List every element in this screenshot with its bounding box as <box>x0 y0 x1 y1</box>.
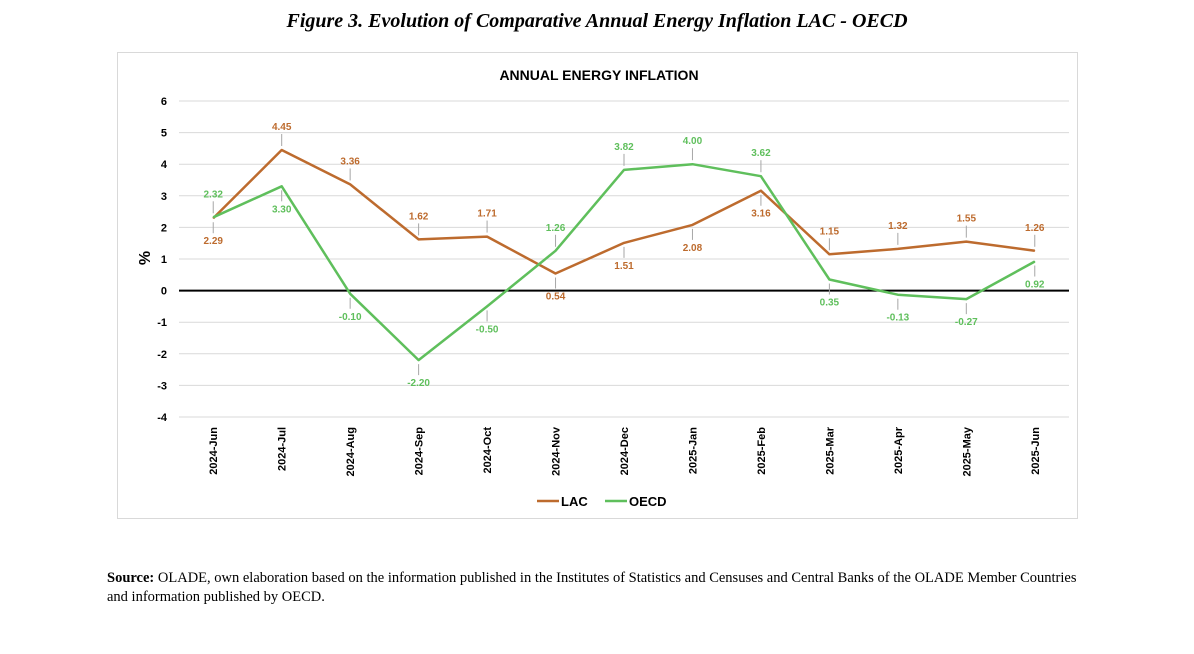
y-tick-label: -3 <box>157 380 167 392</box>
data-point <box>691 224 693 226</box>
data-label: 1.26 <box>546 223 566 234</box>
y-tick-label: 2 <box>161 222 167 234</box>
data-point <box>349 183 351 185</box>
y-tick-label: -2 <box>157 349 167 361</box>
x-tick-labels: 2024-Jun 2024-Jul 2024-Aug 2024-Sep 2024-Oct… <box>208 426 1042 476</box>
x-tick-label: 2024-Dec <box>619 427 631 475</box>
data-point <box>828 279 830 281</box>
data-label: 2.32 <box>203 189 223 200</box>
data-label: -2.20 <box>407 378 430 389</box>
y-tick-label: 3 <box>161 191 167 203</box>
data-point <box>623 242 625 244</box>
x-tick-label: 2025-Feb <box>756 427 768 475</box>
x-tick-label: 2025-Apr <box>893 426 905 474</box>
data-label: 1.15 <box>820 226 840 237</box>
x-tick-label: 2024-Jul <box>277 427 289 471</box>
chart-frame: ANNUAL ENERGY INFLATION % -4 -3 -2 -1 0 1 2 3 4 5… <box>117 52 1078 519</box>
data-label: 3.16 <box>751 209 771 220</box>
x-tick-label: 2025-Jan <box>687 427 699 474</box>
data-point <box>828 253 830 255</box>
source-label: Source: <box>107 570 155 586</box>
y-tick-label: 0 <box>161 286 167 298</box>
data-label: 3.36 <box>340 156 360 167</box>
x-tick-label: 2024-Oct <box>482 427 494 474</box>
data-label: 1.71 <box>477 209 497 220</box>
data-point <box>281 185 283 187</box>
legend-label-lac: LAC <box>561 494 588 509</box>
data-label: 1.51 <box>614 261 634 272</box>
y-tick-label: 1 <box>161 254 167 266</box>
data-label: 3.62 <box>751 148 771 159</box>
data-label: -0.13 <box>886 313 909 324</box>
data-point <box>212 216 214 218</box>
y-tick-label: 6 <box>161 96 167 108</box>
data-label: -0.10 <box>339 312 362 323</box>
data-label: 2.08 <box>683 243 703 254</box>
data-point <box>1034 250 1036 252</box>
data-label: 0.54 <box>546 292 566 303</box>
y-tick-label: 4 <box>161 159 168 171</box>
data-point <box>897 294 899 296</box>
data-point <box>281 149 283 151</box>
data-point <box>349 293 351 295</box>
data-point <box>691 163 693 165</box>
data-point <box>418 359 420 361</box>
data-point <box>1034 261 1036 263</box>
y-axis-label: % <box>137 251 154 265</box>
data-point <box>623 169 625 171</box>
data-point <box>965 241 967 243</box>
data-label: 1.62 <box>409 211 429 222</box>
y-tick-label: 5 <box>161 128 167 140</box>
data-label: 3.30 <box>272 204 292 215</box>
line-chart: ANNUAL ENERGY INFLATION % -4 -3 -2 -1 0 1 2 3 4 5… <box>137 67 1069 509</box>
data-point <box>555 273 557 275</box>
data-label: 4.00 <box>683 136 703 147</box>
y-tick-label: -4 <box>157 412 168 424</box>
data-point <box>486 305 488 307</box>
source-text: OLADE, own elaboration based on the info… <box>107 570 1077 605</box>
series-lines <box>212 148 1036 362</box>
data-point <box>418 238 420 240</box>
source-note: Source: OLADE, own elaboration based on … <box>107 569 1087 607</box>
data-point <box>486 236 488 238</box>
data-point <box>760 175 762 177</box>
figure-title: Figure 3. Evolution of Comparative Annua… <box>286 10 908 32</box>
x-tick-label: 2025-May <box>961 426 973 476</box>
y-tick-label: -1 <box>157 317 167 329</box>
legend-label-oecd: OECD <box>629 494 667 509</box>
data-label: 0.35 <box>820 298 840 309</box>
x-tick-label: 2025-Jun <box>1030 427 1042 475</box>
data-point <box>212 217 214 219</box>
data-label: 4.45 <box>272 122 292 133</box>
x-tick-label: 2024-Nov <box>551 426 563 476</box>
x-tick-label: 2024-Aug <box>345 427 357 477</box>
data-labels: 2.29 4.45 3.36 1.62 1.71 0.54 1.51 2.08 3.16 1.15… <box>203 122 1044 389</box>
data-label: 3.82 <box>614 142 634 153</box>
data-point <box>965 298 967 300</box>
data-point <box>897 248 899 250</box>
data-point <box>760 190 762 192</box>
data-label: 2.29 <box>203 236 223 247</box>
data-label: 1.32 <box>888 221 908 232</box>
data-label: 1.26 <box>1025 223 1045 234</box>
x-tick-label: 2024-Sep <box>414 427 426 476</box>
chart-title: ANNUAL ENERGY INFLATION <box>499 67 698 83</box>
data-label: -0.50 <box>476 324 499 335</box>
data-label: 1.55 <box>957 214 977 225</box>
y-tick-labels: -4 -3 -2 -1 0 1 2 3 4 5 6 <box>157 96 168 424</box>
x-tick-label: 2024-Jun <box>208 427 220 475</box>
legend: LAC OECD <box>537 494 667 509</box>
data-label: -0.27 <box>955 317 978 328</box>
x-tick-label: 2025-Mar <box>824 426 836 474</box>
data-point <box>555 250 557 252</box>
data-label: 0.92 <box>1025 280 1045 291</box>
